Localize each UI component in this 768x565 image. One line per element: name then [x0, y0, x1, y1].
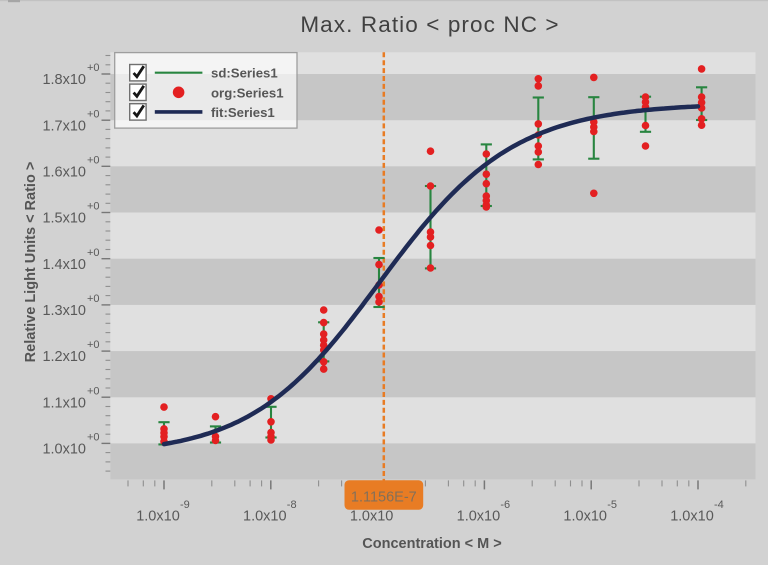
svg-text:sd:Series1: sd:Series1: [211, 66, 278, 81]
svg-text:1.2x10: 1.2x10: [42, 349, 86, 365]
svg-text:1.1x10: 1.1x10: [42, 395, 86, 411]
svg-text:+0: +0: [87, 108, 100, 120]
svg-text:1.0x10: 1.0x10: [350, 509, 394, 525]
svg-text:+0: +0: [87, 201, 100, 213]
svg-text:+0: +0: [87, 385, 100, 397]
svg-text:+0: +0: [87, 432, 100, 444]
svg-text:+0: +0: [87, 247, 100, 259]
svg-text:-4: -4: [714, 499, 724, 511]
svg-text:+0: +0: [87, 155, 100, 167]
svg-text:1.7x10: 1.7x10: [42, 118, 86, 134]
svg-text:1.5x10: 1.5x10: [42, 211, 86, 227]
svg-text:1.0x10: 1.0x10: [457, 509, 501, 525]
svg-text:+0: +0: [87, 293, 100, 305]
svg-text:1.0x10: 1.0x10: [670, 509, 714, 525]
svg-text:-8: -8: [287, 499, 297, 511]
svg-text:+0: +0: [87, 339, 100, 351]
svg-text:1.8x10: 1.8x10: [42, 72, 86, 88]
svg-text:-5: -5: [607, 499, 617, 511]
svg-text:-6: -6: [500, 499, 510, 511]
svg-text:1.1156E-7: 1.1156E-7: [351, 490, 417, 506]
svg-text:1.0x10: 1.0x10: [136, 509, 180, 525]
svg-text:1.0x10: 1.0x10: [243, 509, 287, 525]
svg-text:1.0x10: 1.0x10: [563, 509, 607, 525]
svg-text:1.6x10: 1.6x10: [42, 165, 86, 181]
svg-text:-9: -9: [180, 499, 190, 511]
svg-text:fit:Series1: fit:Series1: [211, 105, 275, 120]
svg-text:org:Series1: org:Series1: [211, 85, 284, 100]
svg-text:Max. Ratio < proc NC >: Max. Ratio < proc NC >: [300, 12, 559, 37]
svg-text:1.0x10: 1.0x10: [42, 442, 86, 458]
svg-text:1.4x10: 1.4x10: [42, 257, 86, 273]
svg-text:Relative Light Units < Ratio >: Relative Light Units < Ratio >: [23, 162, 39, 363]
svg-text:Concentration < M >: Concentration < M >: [362, 536, 501, 552]
svg-text:+0: +0: [87, 62, 100, 74]
svg-text:1.3x10: 1.3x10: [42, 303, 86, 319]
